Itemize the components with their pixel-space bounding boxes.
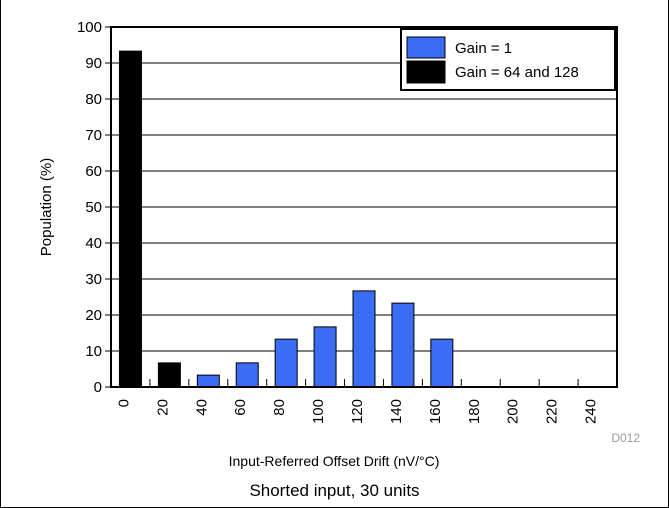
x-tick-label-0: 0 — [115, 399, 132, 407]
x-tick-label-200: 200 — [505, 399, 522, 424]
x-tick-label-220: 220 — [544, 399, 561, 424]
x-tick-label-120: 120 — [349, 399, 366, 424]
legend-label-gain-1: Gain = 1 — [455, 40, 512, 57]
y-tick-label-40: 40 — [85, 235, 102, 252]
x-tick-label-80: 80 — [271, 399, 288, 416]
x-axis-label: Input-Referred Offset Drift (nV/°C) — [229, 453, 440, 469]
y-tick-label-70: 70 — [85, 127, 102, 144]
y-tick-label-100: 100 — [77, 19, 102, 36]
bar-gain-1-40 — [196, 374, 220, 388]
x-tick-label-140: 140 — [388, 399, 405, 424]
figure-id-label: D012 — [611, 431, 640, 445]
y-tick-label-60: 60 — [85, 163, 102, 180]
bar-gain-1-160 — [430, 338, 454, 388]
y-axis-label: Population (%) — [38, 158, 55, 256]
bars — [118, 50, 454, 388]
legend-label-gain-64-128: Gain = 64 and 128 — [455, 64, 579, 81]
x-tick-label-20: 20 — [154, 399, 171, 416]
y-tick-label-10: 10 — [85, 343, 102, 360]
x-tick-label-180: 180 — [466, 399, 483, 424]
legend-swatch-gain-1 — [406, 36, 446, 59]
x-axis-ticks: 0 20 40 60 80 100 120 140 160 180 200 220 240 — [110, 379, 618, 424]
y-tick-label-30: 30 — [85, 271, 102, 288]
x-tick-label-160: 160 — [427, 399, 444, 424]
x-tick-label-100: 100 — [310, 399, 327, 424]
y-tick-label-20: 20 — [85, 307, 102, 324]
bar-gain-1-80 — [274, 338, 298, 388]
bar-gain-1-140 — [391, 302, 415, 388]
x-tick-label-60: 60 — [232, 399, 249, 416]
bar-gain-1-60 — [235, 362, 259, 388]
legend: Gain = 1 Gain = 64 and 128 — [400, 28, 616, 91]
y-tick-label-80: 80 — [85, 91, 102, 108]
legend-swatch-gain-64-128 — [406, 60, 446, 84]
x-tick-label-240: 240 — [583, 399, 600, 424]
y-tick-label-90: 90 — [85, 55, 102, 72]
y-tick-label-0: 0 — [94, 379, 102, 396]
bar-gain-1-100 — [313, 326, 337, 388]
y-axis-ticks: 0 10 20 30 40 50 60 70 80 90 100 — [77, 19, 111, 396]
y-tick-label-50: 50 — [85, 199, 102, 216]
bar-gain-64-128-20 — [157, 362, 181, 388]
x-tick-label-40: 40 — [193, 399, 210, 416]
bar-gain-1-120 — [352, 290, 376, 388]
bar-gain-64-128-0 — [118, 50, 142, 388]
chart-subtitle: Shorted input, 30 units — [249, 481, 420, 500]
